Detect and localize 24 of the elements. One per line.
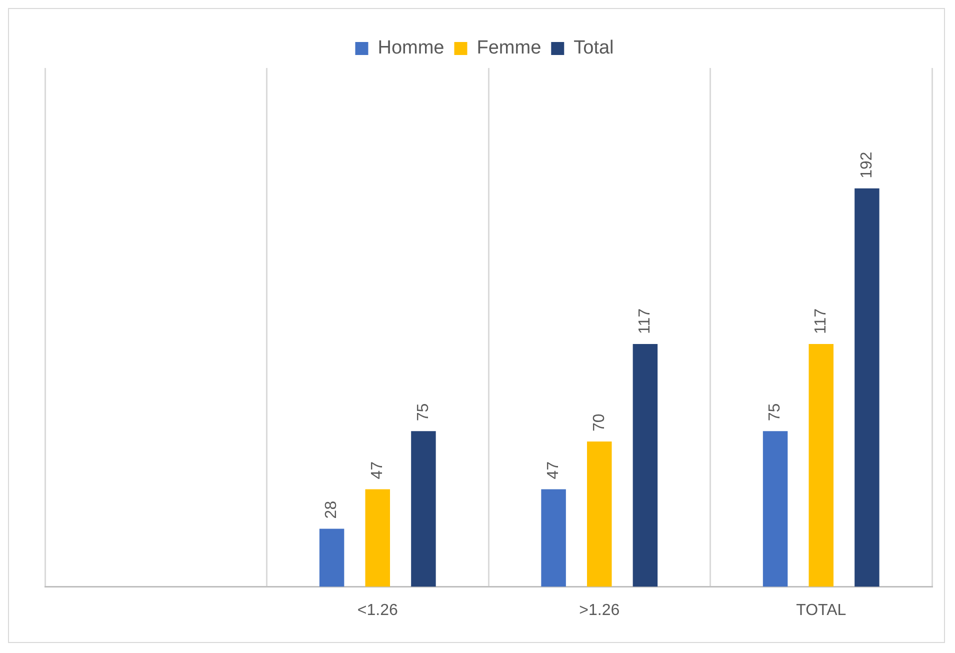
data-label: 117 — [636, 308, 654, 334]
bar — [587, 442, 612, 587]
legend-label: Femme — [476, 38, 542, 59]
data-label: 47 — [369, 461, 386, 480]
legend-label: Homme — [378, 38, 444, 59]
bar — [411, 431, 436, 587]
x-tick-label: >1.26 — [579, 602, 620, 619]
bar — [808, 344, 834, 587]
bar — [632, 344, 658, 587]
x-tick-label: TOTAL — [796, 602, 846, 619]
data-label: 47 — [544, 461, 562, 480]
data-label: 70 — [590, 414, 608, 432]
data-label: 192 — [858, 152, 876, 178]
bar — [365, 489, 390, 587]
data-label: 75 — [766, 403, 784, 422]
data-label: 117 — [812, 308, 830, 334]
data-label: 28 — [323, 500, 340, 519]
x-tick-label: <1.26 — [357, 602, 398, 619]
bar — [854, 188, 880, 587]
bar — [541, 489, 566, 587]
bar — [319, 528, 344, 587]
bar — [762, 431, 788, 587]
data-label: 75 — [414, 403, 432, 422]
legend-label: Total — [574, 38, 614, 59]
